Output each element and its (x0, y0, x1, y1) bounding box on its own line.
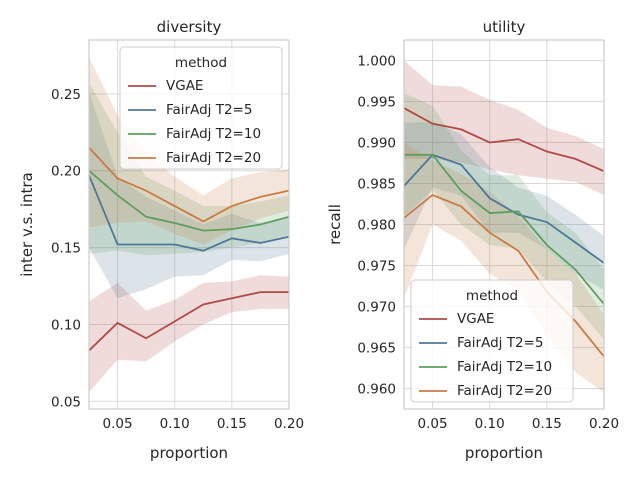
series-line-fairadj-t2-20 (88, 147, 290, 223)
y-tick-label: 0.10 (51, 317, 81, 333)
x-axis-label: proportion (465, 444, 543, 462)
series-line-fairadj-t2-10 (404, 153, 605, 305)
legend-title: method (466, 288, 518, 304)
legend-title: method (175, 55, 227, 71)
legend: method VGAE FairAdj T2=5 FairAdj T2=10 FairA… (119, 46, 283, 170)
series-line-vgae (403, 107, 605, 173)
y-tick-label: 0.985 (357, 177, 396, 193)
chart-title: diversity (157, 18, 222, 36)
chart-diversity: 0.05 0.10 0.15 0.20 0.05 0.10 0.15 0.20 0.25 dive… (18, 18, 304, 462)
legend-entry-label: FairAdj T2=20 (457, 383, 552, 399)
y-tick-label: 0.980 (357, 218, 396, 234)
x-tick-label: 0.05 (103, 416, 133, 432)
legend-entry-label: FairAdj T2=5 (457, 335, 543, 351)
x-tick-label: 0.20 (589, 416, 619, 432)
y-tick-label: 0.25 (51, 87, 81, 103)
y-tick-label: 0.990 (357, 136, 396, 152)
y-tick-label: 0.20 (51, 164, 81, 180)
series-line-fairadj-t2-10 (88, 170, 290, 232)
plot-frame (403, 39, 605, 410)
x-tick-label: 0.20 (274, 416, 304, 432)
confidence-band-fairadj-t2-5 (89, 92, 289, 299)
legend-box (119, 46, 283, 170)
y-tick-label: 0.960 (357, 382, 396, 398)
confidence-band-fairadj-t2-20 (89, 56, 289, 245)
plot-frame (88, 39, 290, 410)
legend: method VGAE FairAdj T2=5 FairAdj T2=10 FairA… (410, 279, 574, 403)
legend-box (410, 279, 574, 403)
legend-entry-label: FairAdj T2=5 (166, 102, 252, 118)
y-tick-label: 0.15 (51, 241, 81, 257)
confidence-band-fairadj-t2-10 (404, 93, 604, 340)
y-tick-label: 0.975 (357, 259, 396, 275)
x-tick-label: 0.15 (532, 416, 562, 432)
series-line-vgae (88, 291, 289, 352)
x-tick-label: 0.10 (160, 416, 190, 432)
y-tick-label: 0.05 (51, 394, 81, 410)
y-tick-label: 0.995 (357, 95, 396, 111)
series-line-fairadj-t2-5 (403, 153, 605, 264)
x-tick-label: 0.15 (217, 416, 247, 432)
y-tick-label: 0.970 (357, 300, 396, 316)
y-tick-label: 1.000 (357, 54, 396, 70)
y-axis-label: inter v.s. intra (18, 172, 36, 276)
legend-entry-label: VGAE (457, 311, 494, 327)
chart-title: utility (483, 18, 526, 36)
x-tick-label: 0.10 (475, 416, 505, 432)
y-tick-label: 0.965 (357, 341, 396, 357)
chart-utility: 0.05 0.10 0.15 0.20 0.960 0.965 0.970 0.975 0.98… (326, 18, 619, 462)
y-axis-label: recall (326, 204, 344, 245)
legend-entry-label: VGAE (166, 78, 203, 94)
legend-entry-label: FairAdj T2=10 (166, 126, 261, 142)
confidence-band-vgae (89, 275, 289, 393)
legend-entry-label: FairAdj T2=10 (457, 359, 552, 375)
x-axis-label: proportion (150, 444, 228, 462)
x-tick-label: 0.05 (418, 416, 448, 432)
legend-entry-label: FairAdj T2=20 (166, 150, 261, 166)
series-line-fairadj-t2-5 (88, 174, 290, 252)
